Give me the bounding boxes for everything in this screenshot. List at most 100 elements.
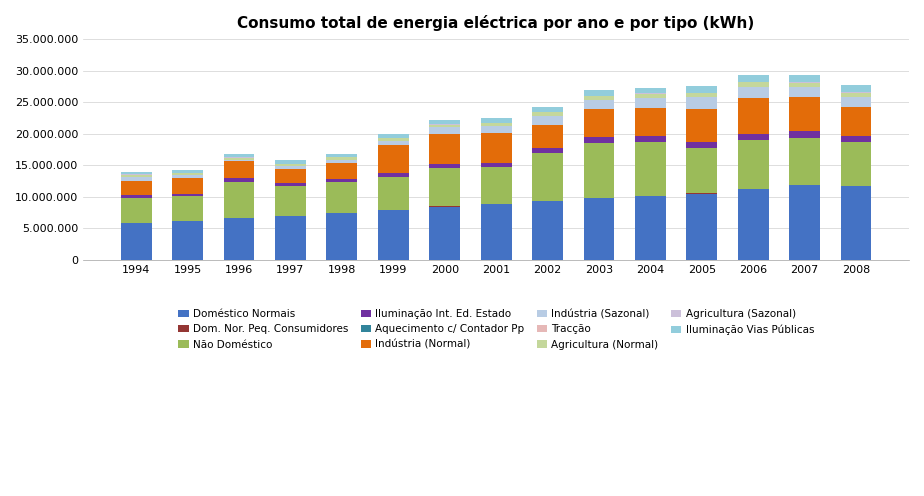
Bar	[687, 193, 717, 260]
Bar	[430, 134, 460, 164]
Bar	[584, 137, 614, 143]
Bar	[789, 75, 820, 82]
Bar	[687, 86, 717, 93]
Bar	[687, 109, 717, 141]
Bar	[737, 82, 769, 87]
Bar	[378, 134, 408, 138]
Bar	[737, 98, 769, 134]
Bar	[584, 110, 614, 137]
Bar	[737, 140, 769, 189]
Bar	[121, 172, 152, 175]
Bar	[584, 100, 614, 110]
Bar	[737, 75, 769, 82]
Bar	[687, 97, 717, 109]
Bar	[172, 170, 203, 173]
Bar	[532, 153, 563, 201]
Bar	[687, 93, 717, 97]
Bar	[378, 141, 408, 145]
Bar	[224, 158, 254, 160]
Bar	[224, 182, 254, 218]
Bar	[275, 166, 306, 169]
Bar	[326, 154, 358, 157]
Bar	[275, 161, 306, 164]
Bar	[480, 133, 512, 163]
Bar	[378, 210, 408, 260]
Bar	[841, 141, 871, 186]
Bar	[326, 163, 358, 179]
Bar	[275, 216, 306, 260]
Bar	[841, 107, 871, 135]
Bar	[841, 186, 871, 260]
Bar	[275, 186, 306, 216]
Bar	[841, 93, 871, 97]
Bar	[841, 85, 871, 92]
Bar	[224, 219, 254, 260]
Bar	[532, 112, 563, 116]
Bar	[480, 163, 512, 168]
Bar	[224, 160, 254, 161]
Bar	[789, 138, 820, 185]
Bar	[789, 87, 820, 97]
Bar	[172, 175, 203, 178]
Bar	[430, 164, 460, 168]
Bar	[635, 94, 666, 98]
Bar	[326, 157, 358, 160]
Bar	[121, 223, 152, 260]
Bar	[737, 134, 769, 140]
Bar	[430, 120, 460, 124]
Title: Consumo total de energia eléctrica por ano e por tipo (kWh): Consumo total de energia eléctrica por a…	[237, 15, 755, 31]
Bar	[326, 160, 358, 163]
Bar	[789, 131, 820, 138]
Bar	[121, 175, 152, 177]
Bar	[584, 143, 614, 198]
Bar	[635, 196, 666, 260]
Bar	[172, 196, 203, 221]
Bar	[789, 97, 820, 131]
Bar	[430, 127, 460, 134]
Bar	[635, 88, 666, 93]
Bar	[584, 96, 614, 100]
Bar	[737, 189, 769, 260]
Bar	[172, 193, 203, 196]
Bar	[635, 98, 666, 108]
Bar	[480, 123, 512, 126]
Bar	[326, 213, 358, 260]
Bar	[430, 124, 460, 127]
Bar	[378, 138, 408, 141]
Bar	[430, 206, 460, 260]
Bar	[172, 221, 203, 260]
Bar	[737, 87, 769, 98]
Bar	[378, 177, 408, 210]
Bar	[121, 181, 152, 195]
Bar	[172, 174, 203, 175]
Bar	[378, 174, 408, 177]
Bar	[121, 195, 152, 198]
Bar	[789, 83, 820, 87]
Bar	[687, 148, 717, 193]
Bar	[532, 124, 563, 148]
Bar	[841, 135, 871, 141]
Bar	[789, 186, 820, 260]
Bar	[172, 178, 203, 193]
Bar	[480, 118, 512, 123]
Bar	[275, 169, 306, 184]
Bar	[841, 97, 871, 107]
Bar	[275, 184, 306, 186]
Bar	[635, 142, 666, 196]
Bar	[532, 116, 563, 124]
Bar	[224, 179, 254, 182]
Bar	[584, 90, 614, 96]
Bar	[687, 141, 717, 148]
Bar	[224, 154, 254, 157]
Bar	[326, 179, 358, 182]
Bar	[378, 145, 408, 174]
Bar	[121, 198, 152, 223]
Bar	[532, 201, 563, 260]
Bar	[532, 107, 563, 112]
Bar	[480, 126, 512, 133]
Bar	[635, 108, 666, 136]
Bar	[584, 198, 614, 260]
Legend: Doméstico Normais, Dom. Nor. Peq. Consumidores, Não Doméstico, Iluminação Int. E: Doméstico Normais, Dom. Nor. Peq. Consum…	[178, 309, 814, 350]
Bar	[480, 168, 512, 204]
Bar	[532, 148, 563, 153]
